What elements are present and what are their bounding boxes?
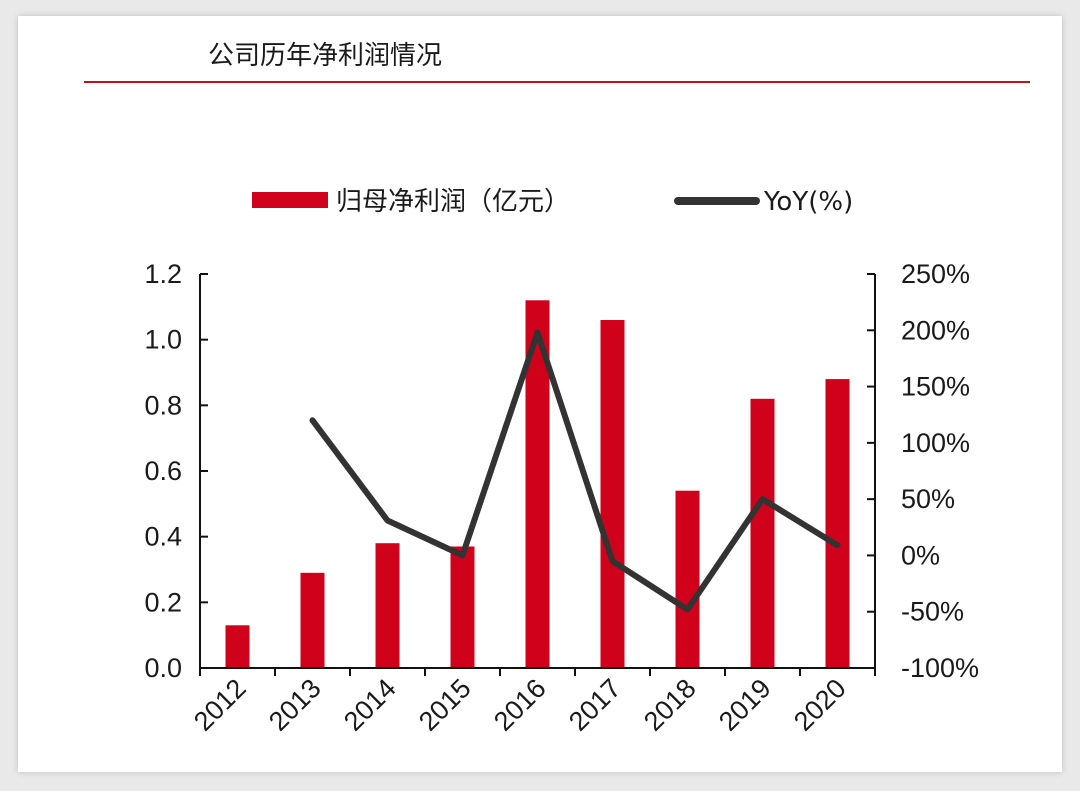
chart-card: 公司历年净利润情况 归母净利润（亿元） YoY(%) 0.0 0.2 0.4 0.6 0… (18, 16, 1062, 772)
yoy-point-2015 (462, 554, 463, 556)
right-tick-label: -100% (901, 653, 979, 683)
x-tick-label: 2018 (638, 673, 702, 737)
left-tick-label: 0.6 (144, 456, 182, 486)
bar-2015 (450, 546, 475, 668)
x-tick-label: 2012 (188, 673, 252, 737)
yoy-line (309, 329, 841, 613)
bar-2014 (375, 543, 400, 668)
legend-bar-swatch (252, 192, 328, 208)
right-tick-label: 150% (901, 372, 970, 402)
bar-2012 (225, 625, 250, 668)
x-tick-label: 2017 (563, 673, 627, 737)
left-tick-label: 0.8 (144, 390, 182, 420)
x-tick-label: 2020 (788, 673, 852, 737)
yoy-point-2018 (687, 609, 688, 610)
x-tick-label: 2014 (338, 673, 402, 737)
left-tick-label: 0.2 (144, 587, 182, 617)
bar-2020 (825, 379, 850, 668)
legend: 归母净利润（亿元） YoY(%) (252, 187, 853, 217)
left-tick-label: 1.2 (144, 259, 182, 289)
chart-title: 公司历年净利润情况 (208, 41, 442, 71)
right-tick-label: -50% (901, 597, 964, 627)
yoy-point-2017 (612, 560, 613, 562)
right-tick-label: 250% (901, 259, 970, 289)
x-tick-label: 2013 (263, 673, 327, 737)
left-tick-label: 0.0 (144, 653, 182, 683)
x-tick-label: 2019 (713, 673, 777, 737)
left-tick-label: 0.4 (144, 522, 182, 552)
x-tick-label: 2015 (413, 673, 477, 737)
yoy-point-2016 (537, 332, 538, 333)
right-tick-label: 0% (901, 540, 940, 570)
chart: 公司历年净利润情况 归母净利润（亿元） YoY(%) 0.00.20.40.60… (84, 41, 1030, 737)
x-tick-label: 2016 (488, 673, 552, 737)
left-tick-label: 1.0 (144, 325, 182, 355)
bar-2017 (600, 320, 625, 668)
axes: 0.0 0.2 0.4 0.6 0.8 1.0 1.2 -100% -50% 0% 50% 100% 1… (144, 259, 979, 737)
yoy-point-2014 (387, 520, 388, 521)
legend-line-label: YoY(%) (763, 187, 853, 217)
legend-bar-label: 归母净利润（亿元） (336, 187, 570, 217)
yoy-point-2019 (762, 498, 763, 500)
yoy-point-2020 (837, 544, 838, 546)
bar-series (225, 300, 850, 668)
right-tick-label: 50% (901, 484, 955, 514)
right-tick-label: 200% (901, 315, 970, 345)
line-series (309, 329, 841, 613)
bar-2013 (300, 572, 325, 668)
yoy-point-2013 (312, 419, 313, 421)
right-tick-label: 100% (901, 428, 970, 458)
bar-2019 (750, 398, 775, 668)
bar-2018 (675, 490, 700, 668)
